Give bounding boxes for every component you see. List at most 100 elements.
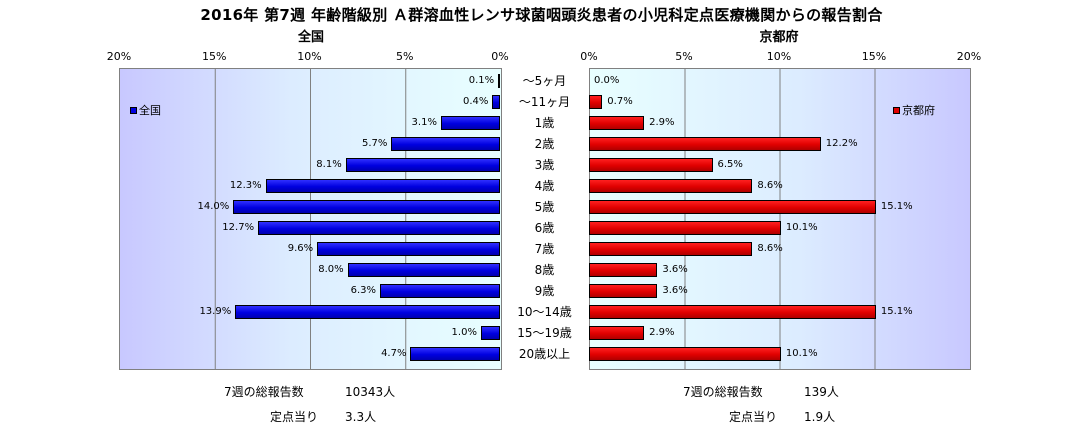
kyoto-total-label: 7週の総報告数 [683,385,763,399]
national-x-tick: 5% [396,50,414,63]
national-subtitle: 全国 [297,30,324,45]
national-bar [391,137,500,151]
kyoto-x-tick: 20% [956,50,982,63]
category-label: 3歳 [534,158,555,172]
national-data-label: 14.0% [197,201,230,212]
kyoto-subtitle: 京都府 [759,30,799,45]
kyoto-data-label: 15.1% [880,306,913,317]
kyoto-gridlines [684,69,876,369]
kyoto-bar [589,137,821,151]
national-gridlines [214,69,407,369]
kyoto-legend-swatch [893,106,900,114]
kyoto-data-label: 15.1% [880,201,913,212]
kyoto-bar [589,221,781,235]
kyoto-x-tick: 0% [580,50,598,63]
category-label: 6歳 [534,221,555,235]
kyoto-legend-label: 京都府 [902,104,935,117]
kyoto-bar [589,284,658,298]
national-plot-area [119,68,502,370]
kyoto-per-value: 1.9人 [804,410,836,424]
kyoto-bar [589,263,658,277]
national-bar [265,179,500,193]
national-bar [410,347,500,361]
kyoto-legend: 京都府 [893,102,935,118]
national-total-value: 10343人 [345,385,396,399]
kyoto-data-label: 10.1% [785,348,818,359]
kyoto-bar [589,179,753,193]
kyoto-data-label: 6.5% [717,159,743,170]
kyoto-data-label: 3.6% [662,264,688,275]
national-data-label: 8.1% [316,159,342,170]
category-label: 9歳 [534,284,555,298]
category-label: 8歳 [534,263,555,277]
kyoto-data-label: 0.7% [607,96,633,107]
kyoto-data-label: 12.2% [825,138,858,149]
category-label: 15～19歳 [517,326,572,340]
kyoto-bar [589,305,876,319]
category-label: 20歳以上 [518,347,571,361]
category-label: 2歳 [534,137,555,151]
national-bar [480,326,500,340]
kyoto-bar [589,347,781,361]
national-data-label: 6.3% [350,285,376,296]
national-bar [347,263,500,277]
national-per-value: 3.3人 [345,410,377,424]
kyoto-total-value: 139人 [804,385,839,399]
national-data-label: 8.0% [318,264,344,275]
kyoto-bar [589,200,876,214]
national-x-tick: 10% [297,50,322,63]
kyoto-data-label: 8.6% [757,180,783,191]
national-data-label: 1.0% [451,327,477,338]
national-legend-swatch [130,106,137,114]
kyoto-data-label: 3.6% [662,285,688,296]
national-bar [345,158,500,172]
kyoto-bar [589,116,645,130]
kyoto-data-label: 0.0% [594,75,620,86]
national-bar [235,305,500,319]
national-per-label: 定点当り [270,410,319,424]
kyoto-data-label: 10.1% [785,222,818,233]
national-x-tick: 15% [202,50,227,63]
category-label: 1歳 [534,116,555,130]
national-x-tick: 20% [106,50,132,63]
national-x-tick: 0% [491,50,509,63]
national-legend-label: 全国 [139,104,161,117]
national-data-label: 9.6% [287,243,314,254]
kyoto-data-label: 2.9% [649,327,675,338]
kyoto-bar [589,95,603,109]
national-bar [498,74,501,88]
national-data-label: 0.4% [462,96,489,107]
kyoto-plot-area [589,68,971,370]
kyoto-bar [589,326,645,340]
kyoto-data-label: 2.9% [649,117,675,128]
national-bar [492,95,500,109]
category-label: ～11ヶ月 [518,95,571,109]
category-label: 10～14歳 [517,305,572,319]
national-bar [317,242,500,256]
national-bar [258,221,500,235]
national-legend: 全国 [130,102,161,118]
kyoto-x-tick: 10% [766,50,792,63]
category-label: ～5ヶ月 [522,74,567,88]
national-total-label: 7週の総報告数 [224,385,304,399]
category-label: 4歳 [534,179,555,193]
national-data-label: 12.3% [229,180,262,191]
national-data-label: 5.7% [362,138,388,149]
kyoto-x-tick: 15% [861,50,887,63]
kyoto-per-label: 定点当り [729,410,778,424]
kyoto-bar [589,242,753,256]
national-bar [440,116,500,130]
national-bar [379,284,500,298]
chart-title: 2016年 第7週 年齢階級別 Ａ群溶血性レンサ球菌咽頭炎患者の小児科定点医療機… [200,6,883,24]
kyoto-x-tick: 5% [675,50,693,63]
national-data-label: 12.7% [222,222,255,233]
category-label: 5歳 [534,200,555,214]
national-data-label: 0.1% [468,75,495,86]
kyoto-data-label: 8.6% [757,243,783,254]
national-bar [233,200,500,214]
national-data-label: 3.1% [411,117,437,128]
national-data-label: 13.9% [199,306,232,317]
kyoto-bar [589,158,713,172]
national-data-label: 4.7% [381,348,407,359]
category-label: 7歳 [534,242,555,256]
